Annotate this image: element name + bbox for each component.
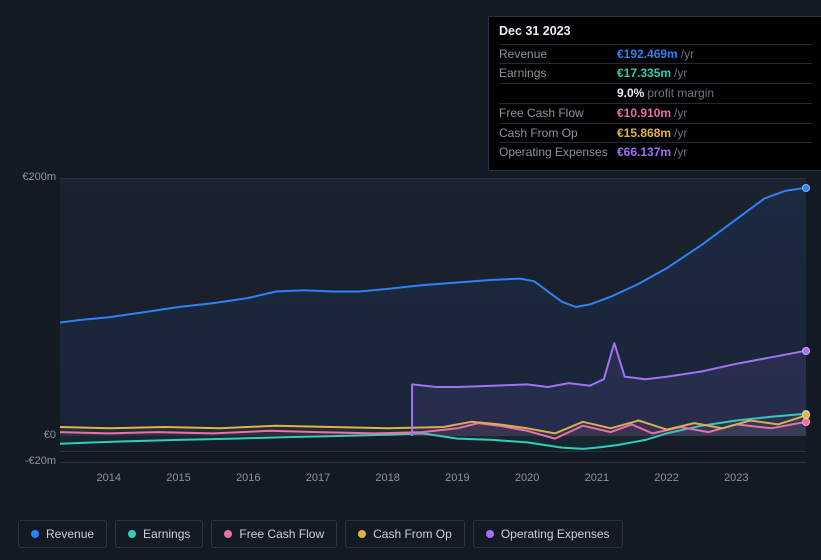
x-axis-label: 2020 xyxy=(515,472,539,484)
tooltip-row: Free Cash Flow€10.910m/yr xyxy=(499,103,812,123)
tooltip-row: 9.0%profit margin xyxy=(499,83,812,103)
y-axis-label: -€20m xyxy=(18,455,56,467)
legend-item-earnings[interactable]: Earnings xyxy=(115,520,203,548)
legend-dot-icon xyxy=(486,530,494,538)
legend-dot-icon xyxy=(31,530,39,538)
x-axis-label: 2022 xyxy=(654,472,678,484)
x-axis-label: 2021 xyxy=(585,472,609,484)
legend-item-opex[interactable]: Operating Expenses xyxy=(473,520,623,548)
tooltip-label: Operating Expenses xyxy=(499,144,617,161)
series-end-revenue xyxy=(802,184,810,192)
legend-item-cfo[interactable]: Cash From Op xyxy=(345,520,465,548)
series-end-cfo xyxy=(802,411,810,419)
tooltip-label: Earnings xyxy=(499,65,617,82)
tooltip-value: 9.0% xyxy=(617,85,644,102)
chart-lines xyxy=(60,178,806,462)
legend-label: Cash From Op xyxy=(373,527,452,541)
legend-dot-icon xyxy=(358,530,366,538)
tooltip-label: Revenue xyxy=(499,46,617,63)
tooltip-unit: /yr xyxy=(674,144,687,161)
x-axis-label: 2019 xyxy=(445,472,469,484)
tooltip-value: €66.137m xyxy=(617,144,671,161)
legend-label: Earnings xyxy=(143,527,190,541)
legend-label: Operating Expenses xyxy=(501,527,610,541)
tooltip-value: €10.910m xyxy=(617,105,671,122)
financial-chart: Dec 31 2023 Revenue€192.469m/yrEarnings€… xyxy=(18,0,806,500)
legend-item-revenue[interactable]: Revenue xyxy=(18,520,107,548)
tooltip-row: Revenue€192.469m/yr xyxy=(499,44,812,64)
legend-dot-icon xyxy=(224,530,232,538)
tooltip-label: Cash From Op xyxy=(499,125,617,142)
tooltip-row: Cash From Op€15.868m/yr xyxy=(499,123,812,143)
y-axis-label: €0 xyxy=(18,429,56,441)
tooltip-row: Operating Expenses€66.137m/yr xyxy=(499,142,812,162)
tooltip-unit: /yr xyxy=(674,105,687,122)
tooltip-value: €15.868m xyxy=(617,125,671,142)
x-axis-label: 2017 xyxy=(306,472,330,484)
x-axis-label: 2018 xyxy=(375,472,399,484)
x-axis-label: 2015 xyxy=(166,472,190,484)
x-axis-label: 2016 xyxy=(236,472,260,484)
tooltip-value: €192.469m xyxy=(617,46,678,63)
x-axis-label: 2023 xyxy=(724,472,748,484)
tooltip-unit: profit margin xyxy=(647,85,714,102)
plot-area[interactable]: 2014201520162017201820192020202120222023 xyxy=(60,178,806,462)
legend-item-fcf[interactable]: Free Cash Flow xyxy=(211,520,337,548)
tooltip-value: €17.335m xyxy=(617,65,671,82)
tooltip-unit: /yr xyxy=(674,125,687,142)
tooltip-label: Free Cash Flow xyxy=(499,105,617,122)
chart-legend: Revenue Earnings Free Cash Flow Cash From O… xyxy=(18,520,623,548)
tooltip-unit: /yr xyxy=(681,46,694,63)
tooltip-row: Earnings€17.335m/yr xyxy=(499,63,812,83)
tooltip-date: Dec 31 2023 xyxy=(499,23,812,44)
tooltip-unit: /yr xyxy=(674,65,687,82)
y-axis-label: €200m xyxy=(18,171,56,183)
legend-label: Free Cash Flow xyxy=(239,527,324,541)
legend-dot-icon xyxy=(128,530,136,538)
tooltip-label xyxy=(499,85,617,102)
x-axis-label: 2014 xyxy=(97,472,121,484)
chart-tooltip: Dec 31 2023 Revenue€192.469m/yrEarnings€… xyxy=(488,16,821,171)
legend-label: Revenue xyxy=(46,527,94,541)
series-end-opex xyxy=(802,347,810,355)
